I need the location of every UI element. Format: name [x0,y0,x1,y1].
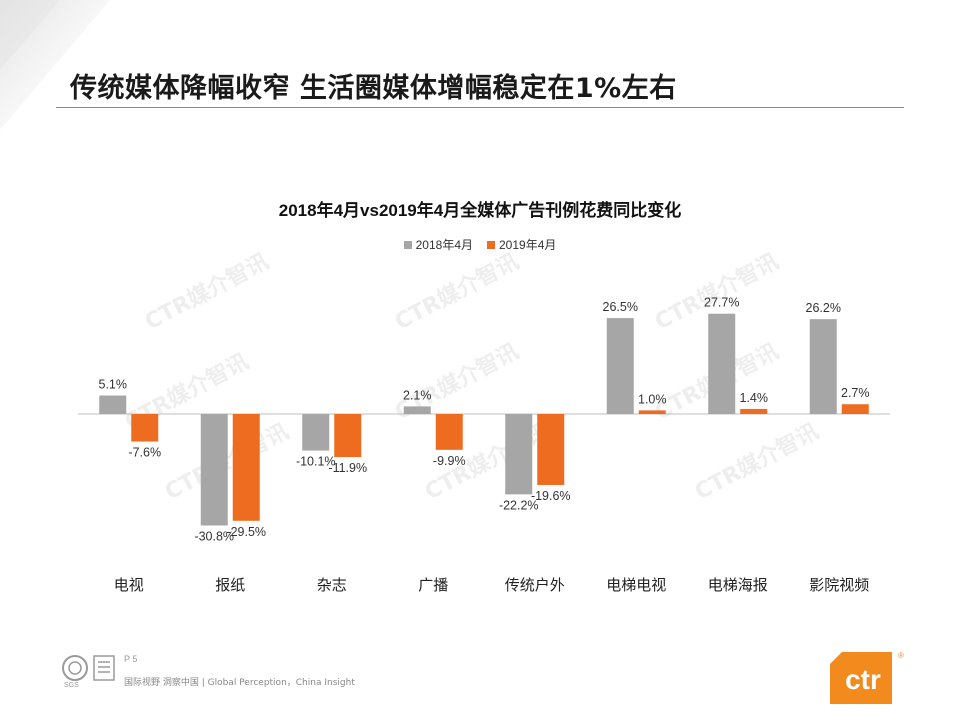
bar-2018-7 [809,319,837,414]
legend-swatch-2019 [487,240,495,249]
data-label-2019-0: -7.6% [128,446,161,460]
category-label: 影院视频 [809,576,869,594]
bar-2018-4 [505,414,533,495]
ctr-logo-text: ctr [845,664,881,695]
title-divider [56,107,904,108]
category-label: 电梯海报 [708,576,768,594]
data-label-2019-7: 2.7% [841,386,870,400]
legend-swatch-2018 [403,240,412,249]
data-label-2018-3: 2.1% [403,388,432,402]
legend-label-2018: 2018年4月 [415,238,473,252]
bar-2018-5 [606,318,634,414]
registered-mark: ® [898,651,904,660]
footer-slogan: 国际视野 洞察中国 | Global Perception，China Insi… [124,678,355,688]
legend-label-2019: 2019年4月 [499,238,557,252]
data-label-2018-7: 26.2% [806,301,841,315]
chart-legend: 2018年4月 2019年4月 [0,236,960,253]
legend-item-2018: 2018年4月 [403,236,473,253]
category-label: 电视 [114,576,144,594]
category-label: 报纸 [215,576,245,594]
page-number: P 5 [124,654,138,664]
slide-title: 传统媒体降幅收窄 生活圈媒体增幅稳定在1%左右 [70,73,677,104]
bar-2019-0 [131,414,159,442]
data-label-2018-4: -22.2% [499,498,539,512]
data-label-2018-0: 5.1% [99,378,128,392]
bar-2018-2 [302,414,330,451]
category-label: 传统户外 [505,576,565,594]
bar-2019-6 [740,408,768,414]
category-label: 杂志 [317,576,347,594]
data-label-2018-5: 26.5% [603,300,638,314]
data-label-2018-1: -30.8% [194,529,234,543]
data-label-2019-2: -11.9% [328,461,367,475]
bar-2019-4 [537,414,565,485]
bar-2018-6 [708,313,736,414]
data-label-2019-5: 1.0% [638,392,667,406]
watermark-text: CTR媒介智讯 [691,418,823,505]
watermark-text: CTR媒介智讯 [141,248,273,335]
data-label-2018-6: 27.7% [704,296,739,310]
bar-2019-1 [232,414,260,521]
data-label-2019-6: 1.4% [740,391,769,405]
chart-title: 2018年4月vs2019年4月全媒体广告刊例花费同比变化 [278,201,682,220]
watermark-text: CTR媒介智讯 [391,248,523,335]
bar-2019-3 [435,414,463,450]
data-label-2018-2: -10.1% [296,455,336,469]
category-label: 广播 [418,576,448,594]
cert-sgs-text: SGS [64,682,79,689]
data-label-2019-1: -29.5% [226,525,266,539]
data-label-2019-3: -9.9% [433,454,466,468]
bar-2019-7 [841,404,869,414]
data-label-2019-4: -19.6% [531,489,571,503]
bar-2019-5 [638,410,666,414]
ctr-logo: ctr ® [830,651,904,704]
bar-2018-0 [99,395,127,414]
bar-2018-3 [403,406,431,414]
certification-logos: SGS [62,655,115,689]
bar-2019-2 [334,414,362,458]
legend-item-2019: 2019年4月 [487,236,556,253]
category-label: 电梯电视 [606,576,666,594]
bar-2018-1 [200,414,228,526]
